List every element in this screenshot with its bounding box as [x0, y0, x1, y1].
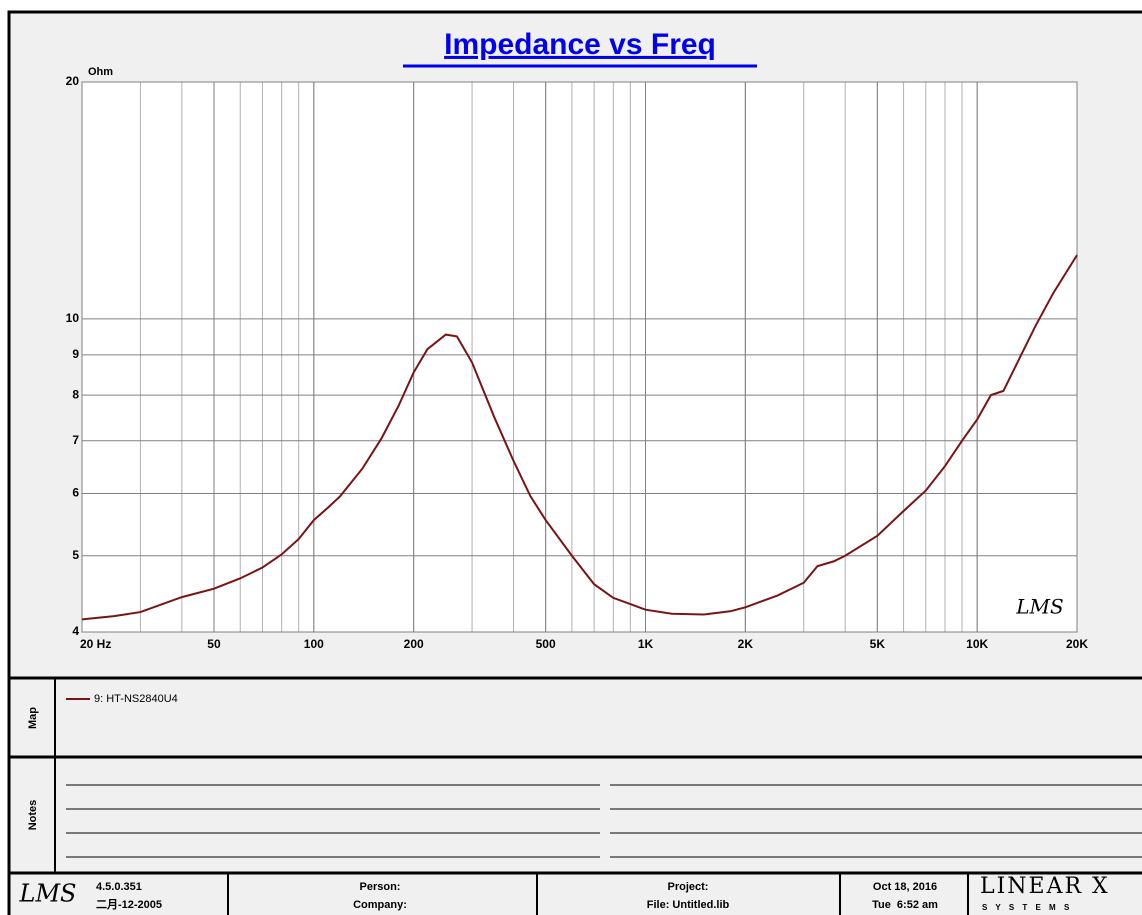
impedance-line [81, 254, 1078, 621]
x-tick-label: 1K [638, 637, 654, 651]
x-tick-label: 10K [966, 637, 988, 651]
chart-title: Impedance vs Freq [444, 28, 716, 61]
person: Person: [360, 881, 401, 893]
company: Company: [353, 899, 407, 911]
x-tick-label: 50 [207, 637, 221, 651]
brand-sub: S Y S T E M S [982, 903, 1072, 912]
y-axis-label: Ohm [88, 66, 113, 78]
time: Tue 6:52 am [872, 899, 938, 911]
plot-logo: LMS [1015, 595, 1063, 619]
plot-area [81, 81, 1078, 633]
panel-label: Notes [27, 800, 39, 831]
y-tick-label: 20 [66, 74, 80, 88]
notes-lines [66, 784, 1142, 858]
y-tick-label: 6 [72, 486, 79, 500]
x-tick-label: 20K [1066, 637, 1088, 651]
y-tick-label: 10 [66, 311, 80, 325]
panel-label: Map [27, 707, 39, 729]
x-tick-label: 500 [536, 637, 556, 651]
y-tick-label: 7 [72, 433, 79, 447]
build-date: 二月-12-2005 [96, 898, 162, 911]
y-tick-label: 9 [72, 347, 79, 361]
file: File: Untitled.lib [647, 899, 730, 911]
y-tick-label: 8 [72, 387, 79, 401]
y-tick-label: 4 [72, 624, 79, 638]
version: 4.5.0.351 [96, 881, 142, 893]
footer-logo: LMS [19, 880, 77, 908]
x-tick-label: 200 [404, 637, 424, 651]
x-tick-label: 5K [870, 637, 886, 651]
x-tick-label: 2K [738, 637, 754, 651]
legend-label: 9: HT-NS2840U4 [94, 693, 178, 705]
x-tick-label: 100 [304, 637, 324, 651]
y-tick-label: 5 [72, 548, 79, 562]
brand: LINEAR X [980, 874, 1110, 899]
x-tick-label: 20 Hz [80, 637, 111, 651]
date: Oct 18, 2016 [873, 881, 937, 893]
project: Project: [668, 881, 709, 893]
